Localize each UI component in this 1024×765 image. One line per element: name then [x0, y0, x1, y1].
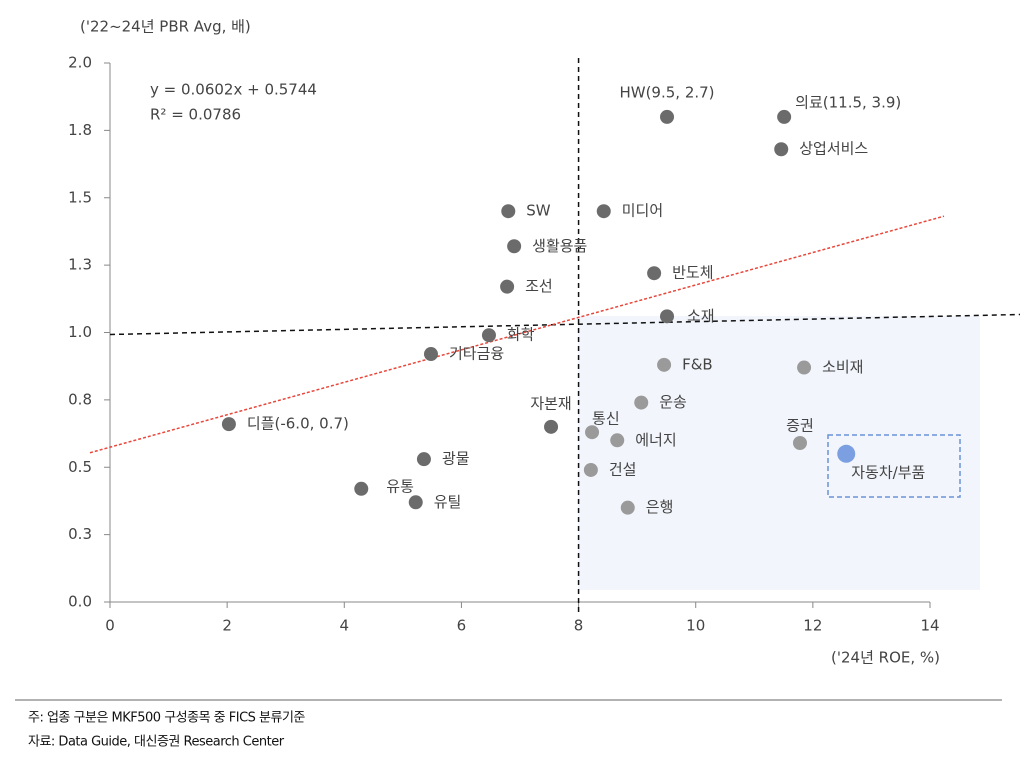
- y-tick-label: 1.8: [68, 121, 92, 139]
- x-axis-label: ('24년 ROE, %): [831, 649, 940, 667]
- y-tick-label: 0.3: [68, 525, 92, 543]
- point: [777, 109, 792, 124]
- y-axis-label: ('22~24년 PBR Avg, 배): [80, 18, 251, 36]
- point-label: 유틸: [434, 493, 462, 511]
- x-tick-label: 10: [686, 617, 705, 635]
- point-label: 에너지: [635, 431, 676, 449]
- point: [837, 444, 856, 463]
- trendline: [89, 215, 945, 454]
- y-tick-label: 1.0: [68, 323, 92, 341]
- equation: y = 0.0602x + 0.5744: [150, 81, 317, 99]
- x-tick-label: 4: [340, 617, 350, 635]
- point-label: 상업서비스: [799, 140, 868, 158]
- point-label: 화학: [507, 326, 535, 344]
- point-label: 은행: [646, 498, 674, 516]
- point-label: 반도체: [672, 264, 713, 282]
- point-label: 유통: [386, 477, 414, 495]
- point: [544, 419, 559, 434]
- point: [596, 204, 611, 219]
- point-label: F&B: [682, 355, 713, 373]
- point: [423, 347, 438, 362]
- r-squared: R² = 0.0786: [150, 106, 241, 124]
- point: [221, 417, 236, 432]
- point: [507, 239, 522, 254]
- point-label: 디플(-6.0, 0.7): [247, 415, 349, 433]
- highlight-box: [827, 434, 961, 498]
- point: [797, 360, 812, 375]
- point: [620, 500, 635, 515]
- point: [657, 357, 672, 372]
- point-label: 의료(11.5, 3.9): [795, 93, 901, 111]
- highlight-quadrant: [578, 316, 980, 590]
- point-label: 자본재: [530, 394, 571, 412]
- y-tick-label: 2.0: [68, 54, 92, 72]
- y-tick-label: 0.0: [68, 593, 92, 611]
- point-label: 자동차/부품: [851, 463, 925, 481]
- point-label: 증권: [786, 416, 814, 434]
- point-label: 소비재: [822, 358, 863, 376]
- point: [354, 481, 369, 496]
- point-label: 조선: [525, 277, 553, 295]
- point-label: 광물: [442, 450, 470, 468]
- x-tick-label: 8: [574, 617, 584, 635]
- point-label: 소재: [687, 307, 715, 325]
- point: [660, 309, 675, 324]
- point-label: SW: [526, 202, 551, 220]
- point-label: 운송: [659, 393, 687, 411]
- point: [500, 279, 515, 294]
- point: [774, 142, 789, 157]
- point-label: 통신: [592, 410, 620, 428]
- y-tick-label: 1.3: [68, 256, 92, 274]
- point: [416, 452, 431, 467]
- x-tick-label: 0: [105, 617, 115, 635]
- point-label: 미디어: [622, 202, 663, 220]
- source: 자료: Data Guide, 대신증권 Research Center: [28, 735, 285, 750]
- point-label: 생활용품: [532, 237, 587, 255]
- point-label: HW(9.5, 2.7): [619, 83, 714, 101]
- point: [501, 204, 516, 219]
- x-tick-label: 12: [803, 617, 822, 635]
- point: [660, 109, 675, 124]
- x-tick-label: 2: [222, 617, 232, 635]
- y-tick-label: 0.8: [68, 390, 92, 408]
- x-tick-label: 14: [920, 617, 939, 635]
- point-label: 기타금융: [449, 345, 504, 363]
- point: [792, 435, 807, 450]
- y-tick-label: 1.5: [68, 188, 92, 206]
- point-label: 건설: [609, 460, 637, 478]
- point: [585, 425, 600, 440]
- point: [647, 266, 662, 281]
- point: [408, 495, 423, 510]
- point: [634, 395, 649, 410]
- point: [481, 328, 496, 343]
- note: 주: 업종 구분은 MKF500 구성종목 중 FICS 분류기준: [28, 711, 305, 726]
- point: [610, 433, 625, 448]
- x-tick-label: 6: [457, 617, 467, 635]
- reference-line-y: [109, 313, 1021, 336]
- point: [583, 462, 598, 477]
- y-tick-label: 0.5: [68, 458, 92, 476]
